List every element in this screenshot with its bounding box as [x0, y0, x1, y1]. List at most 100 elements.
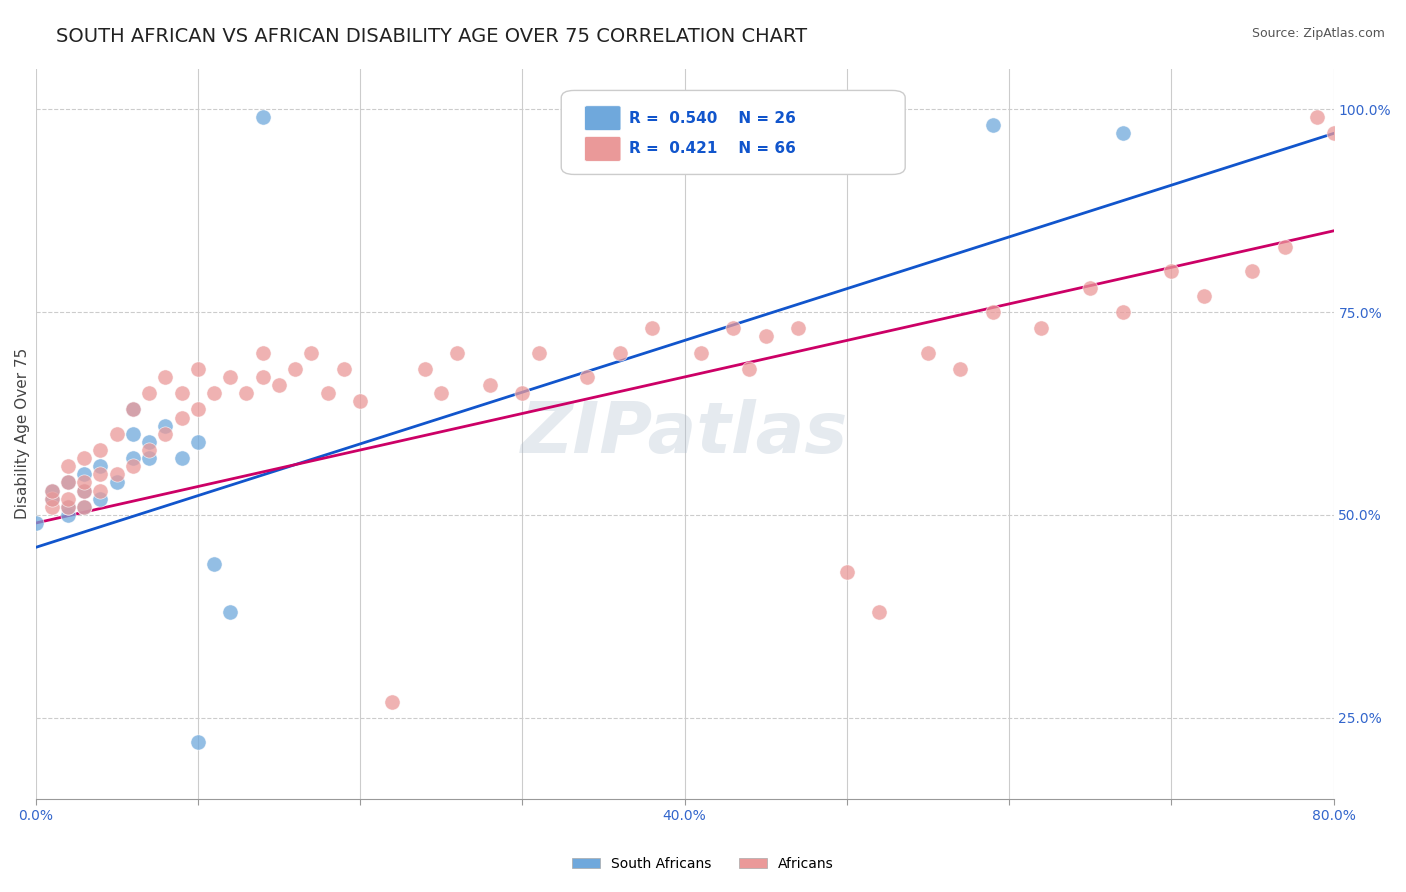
Point [510, 386, 533, 401]
Point [73, 500, 96, 514]
Point [41, 491, 63, 506]
Point [56, 491, 79, 506]
Point [41, 483, 63, 498]
Point [56, 475, 79, 490]
Point [105, 467, 128, 482]
Point [868, 606, 890, 620]
Point [41, 483, 63, 498]
Point [641, 321, 664, 335]
Point [73, 483, 96, 498]
Point [381, 695, 404, 709]
Point [252, 345, 274, 359]
Point [138, 443, 160, 458]
Point [73, 500, 96, 514]
Y-axis label: Disability Age Over 75: Disability Age Over 75 [15, 348, 30, 519]
Point [430, 386, 453, 401]
Point [187, 434, 209, 449]
Point [89, 483, 111, 498]
Point [187, 362, 209, 376]
Point [349, 394, 371, 409]
Point [41, 500, 63, 514]
Point [89, 459, 111, 474]
Point [787, 321, 810, 335]
Point [413, 362, 436, 376]
Text: Source: ZipAtlas.com: Source: ZipAtlas.com [1251, 27, 1385, 40]
Point [73, 467, 96, 482]
Point [252, 110, 274, 124]
Point [155, 370, 177, 384]
Point [202, 557, 225, 571]
Point [235, 386, 257, 401]
Point [187, 735, 209, 749]
Point [56, 459, 79, 474]
Point [138, 434, 160, 449]
Point [738, 362, 761, 376]
Point [155, 426, 177, 441]
Point [202, 386, 225, 401]
Point [105, 475, 128, 490]
Text: R =  0.540    N = 26: R = 0.540 N = 26 [628, 111, 796, 126]
Point [187, 402, 209, 417]
Point [609, 345, 631, 359]
Point [721, 321, 744, 335]
Point [527, 345, 550, 359]
Point [1192, 289, 1215, 303]
Point [1160, 264, 1182, 278]
Point [981, 119, 1004, 133]
Point [917, 345, 939, 359]
Point [576, 370, 599, 384]
Point [252, 370, 274, 384]
Point [122, 402, 145, 417]
Text: R =  0.421    N = 66: R = 0.421 N = 66 [628, 141, 796, 156]
Point [73, 483, 96, 498]
Point [122, 402, 145, 417]
Text: SOUTH AFRICAN VS AFRICAN DISABILITY AGE OVER 75 CORRELATION CHART: SOUTH AFRICAN VS AFRICAN DISABILITY AGE … [56, 27, 807, 45]
Point [1078, 281, 1101, 295]
Point [949, 362, 972, 376]
Point [56, 475, 79, 490]
Point [755, 329, 778, 343]
Point [56, 500, 79, 514]
Point [56, 500, 79, 514]
Point [284, 362, 307, 376]
Point [138, 386, 160, 401]
Point [689, 345, 711, 359]
Point [1306, 110, 1329, 124]
Point [219, 370, 242, 384]
Point [1322, 127, 1344, 141]
Point [122, 459, 145, 474]
Point [73, 451, 96, 466]
Point [1241, 264, 1264, 278]
Point [122, 426, 145, 441]
FancyBboxPatch shape [561, 90, 905, 175]
Point [56, 508, 79, 522]
Text: ZIPatlas: ZIPatlas [520, 400, 848, 468]
Point [835, 565, 858, 579]
Point [446, 345, 468, 359]
Point [1031, 321, 1053, 335]
Point [1111, 305, 1133, 319]
Point [138, 451, 160, 466]
Point [24, 516, 46, 530]
Point [122, 451, 145, 466]
FancyBboxPatch shape [585, 136, 621, 161]
Point [170, 386, 193, 401]
Point [89, 467, 111, 482]
Point [41, 491, 63, 506]
Point [170, 451, 193, 466]
Point [73, 475, 96, 490]
Point [1111, 127, 1133, 141]
Point [267, 378, 290, 392]
Point [219, 606, 242, 620]
Point [155, 418, 177, 433]
Point [170, 410, 193, 425]
Point [333, 362, 356, 376]
Point [299, 345, 322, 359]
Legend: South Africans, Africans: South Africans, Africans [567, 851, 839, 876]
Point [478, 378, 501, 392]
Point [1274, 240, 1296, 254]
FancyBboxPatch shape [585, 106, 621, 130]
Point [981, 305, 1004, 319]
Point [89, 491, 111, 506]
Point [316, 386, 339, 401]
